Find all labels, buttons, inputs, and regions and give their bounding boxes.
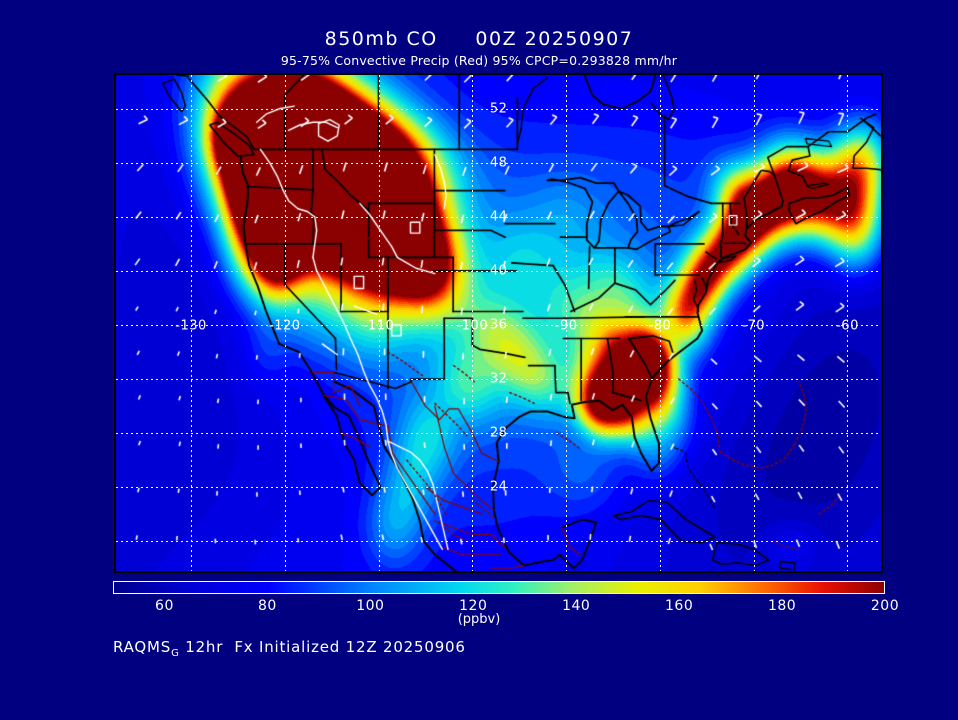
longitude-label: -100 [456, 318, 489, 334]
colorbar-gradient [113, 581, 885, 594]
model-name: RAQMS [113, 638, 172, 656]
longitude-gridline [284, 75, 286, 571]
longitude-label: -60 [836, 318, 859, 334]
colorbar-tick: 120 [459, 598, 488, 614]
colorbar-tick: 200 [870, 598, 900, 614]
longitude-label: -80 [648, 318, 672, 334]
colorbar-unit-label: (ppbv) [457, 612, 501, 627]
latitude-gridline [116, 270, 881, 272]
colorbar: 60 80 100 120 140 160 180 200 [113, 581, 899, 620]
footer-text: 12hr Fx Initialized 12Z 20250906 [179, 638, 466, 656]
longitude-gridline [378, 75, 380, 571]
latitude-label: 36 [489, 317, 508, 333]
longitude-gridline [472, 75, 474, 571]
figure-subtitle: 95-75% Convective Precip (Red) 95% CPCP=… [280, 53, 678, 68]
figure-title: 850mb CO 00Z 20250907 [324, 28, 634, 50]
latitude-gridline [116, 216, 881, 218]
map-overlay-geography [116, 75, 881, 571]
longitude-label: -110 [362, 318, 395, 334]
latitude-gridline [116, 325, 881, 326]
longitude-gridline [191, 75, 193, 571]
latitude-label: 28 [489, 425, 508, 441]
colorbar-tick: 160 [665, 598, 694, 614]
colorbar-tick-labels: 60 80 100 120 140 160 180 200 [113, 598, 899, 620]
longitude-label: -90 [554, 318, 578, 334]
map-panel: -130 -120 -110 -100 -90 -80 -70 -60 52 48 44 40 36 32… [114, 73, 883, 573]
latitude-gridline [116, 108, 881, 110]
longitude-gridline [659, 75, 661, 571]
longitude-gridline [847, 75, 849, 571]
longitude-label: -70 [742, 318, 766, 334]
latitude-label: 48 [489, 155, 508, 171]
colorbar-tick: 140 [562, 598, 591, 614]
latitude-label: 32 [489, 371, 508, 387]
longitude-gridline [753, 75, 755, 571]
latitude-label: 44 [489, 209, 508, 225]
model-subscript: G [171, 648, 180, 659]
latitude-label: 40 [489, 263, 508, 279]
longitude-label: -120 [269, 318, 301, 334]
colorbar-tick: 100 [356, 598, 385, 614]
graticule: -130 -120 -110 -100 -90 -80 -70 -60 52 48 44 40 36 32… [116, 75, 881, 571]
latitude-label: 24 [489, 479, 508, 495]
longitude-label: -130 [175, 318, 207, 334]
latitude-gridline [116, 541, 881, 543]
latitude-gridline [116, 487, 881, 489]
latitude-gridline [116, 433, 881, 435]
latitude-gridline [116, 162, 881, 164]
latitude-label: 52 [489, 101, 508, 117]
colorbar-tick: 80 [257, 598, 277, 614]
figure-footer: RAQMSG 12hr Fx Initialized 12Z 20250906 [113, 638, 466, 659]
longitude-gridline [566, 75, 568, 571]
colorbar-tick: 60 [155, 598, 174, 614]
latitude-gridline [116, 379, 881, 381]
colorbar-tick: 180 [767, 598, 797, 614]
